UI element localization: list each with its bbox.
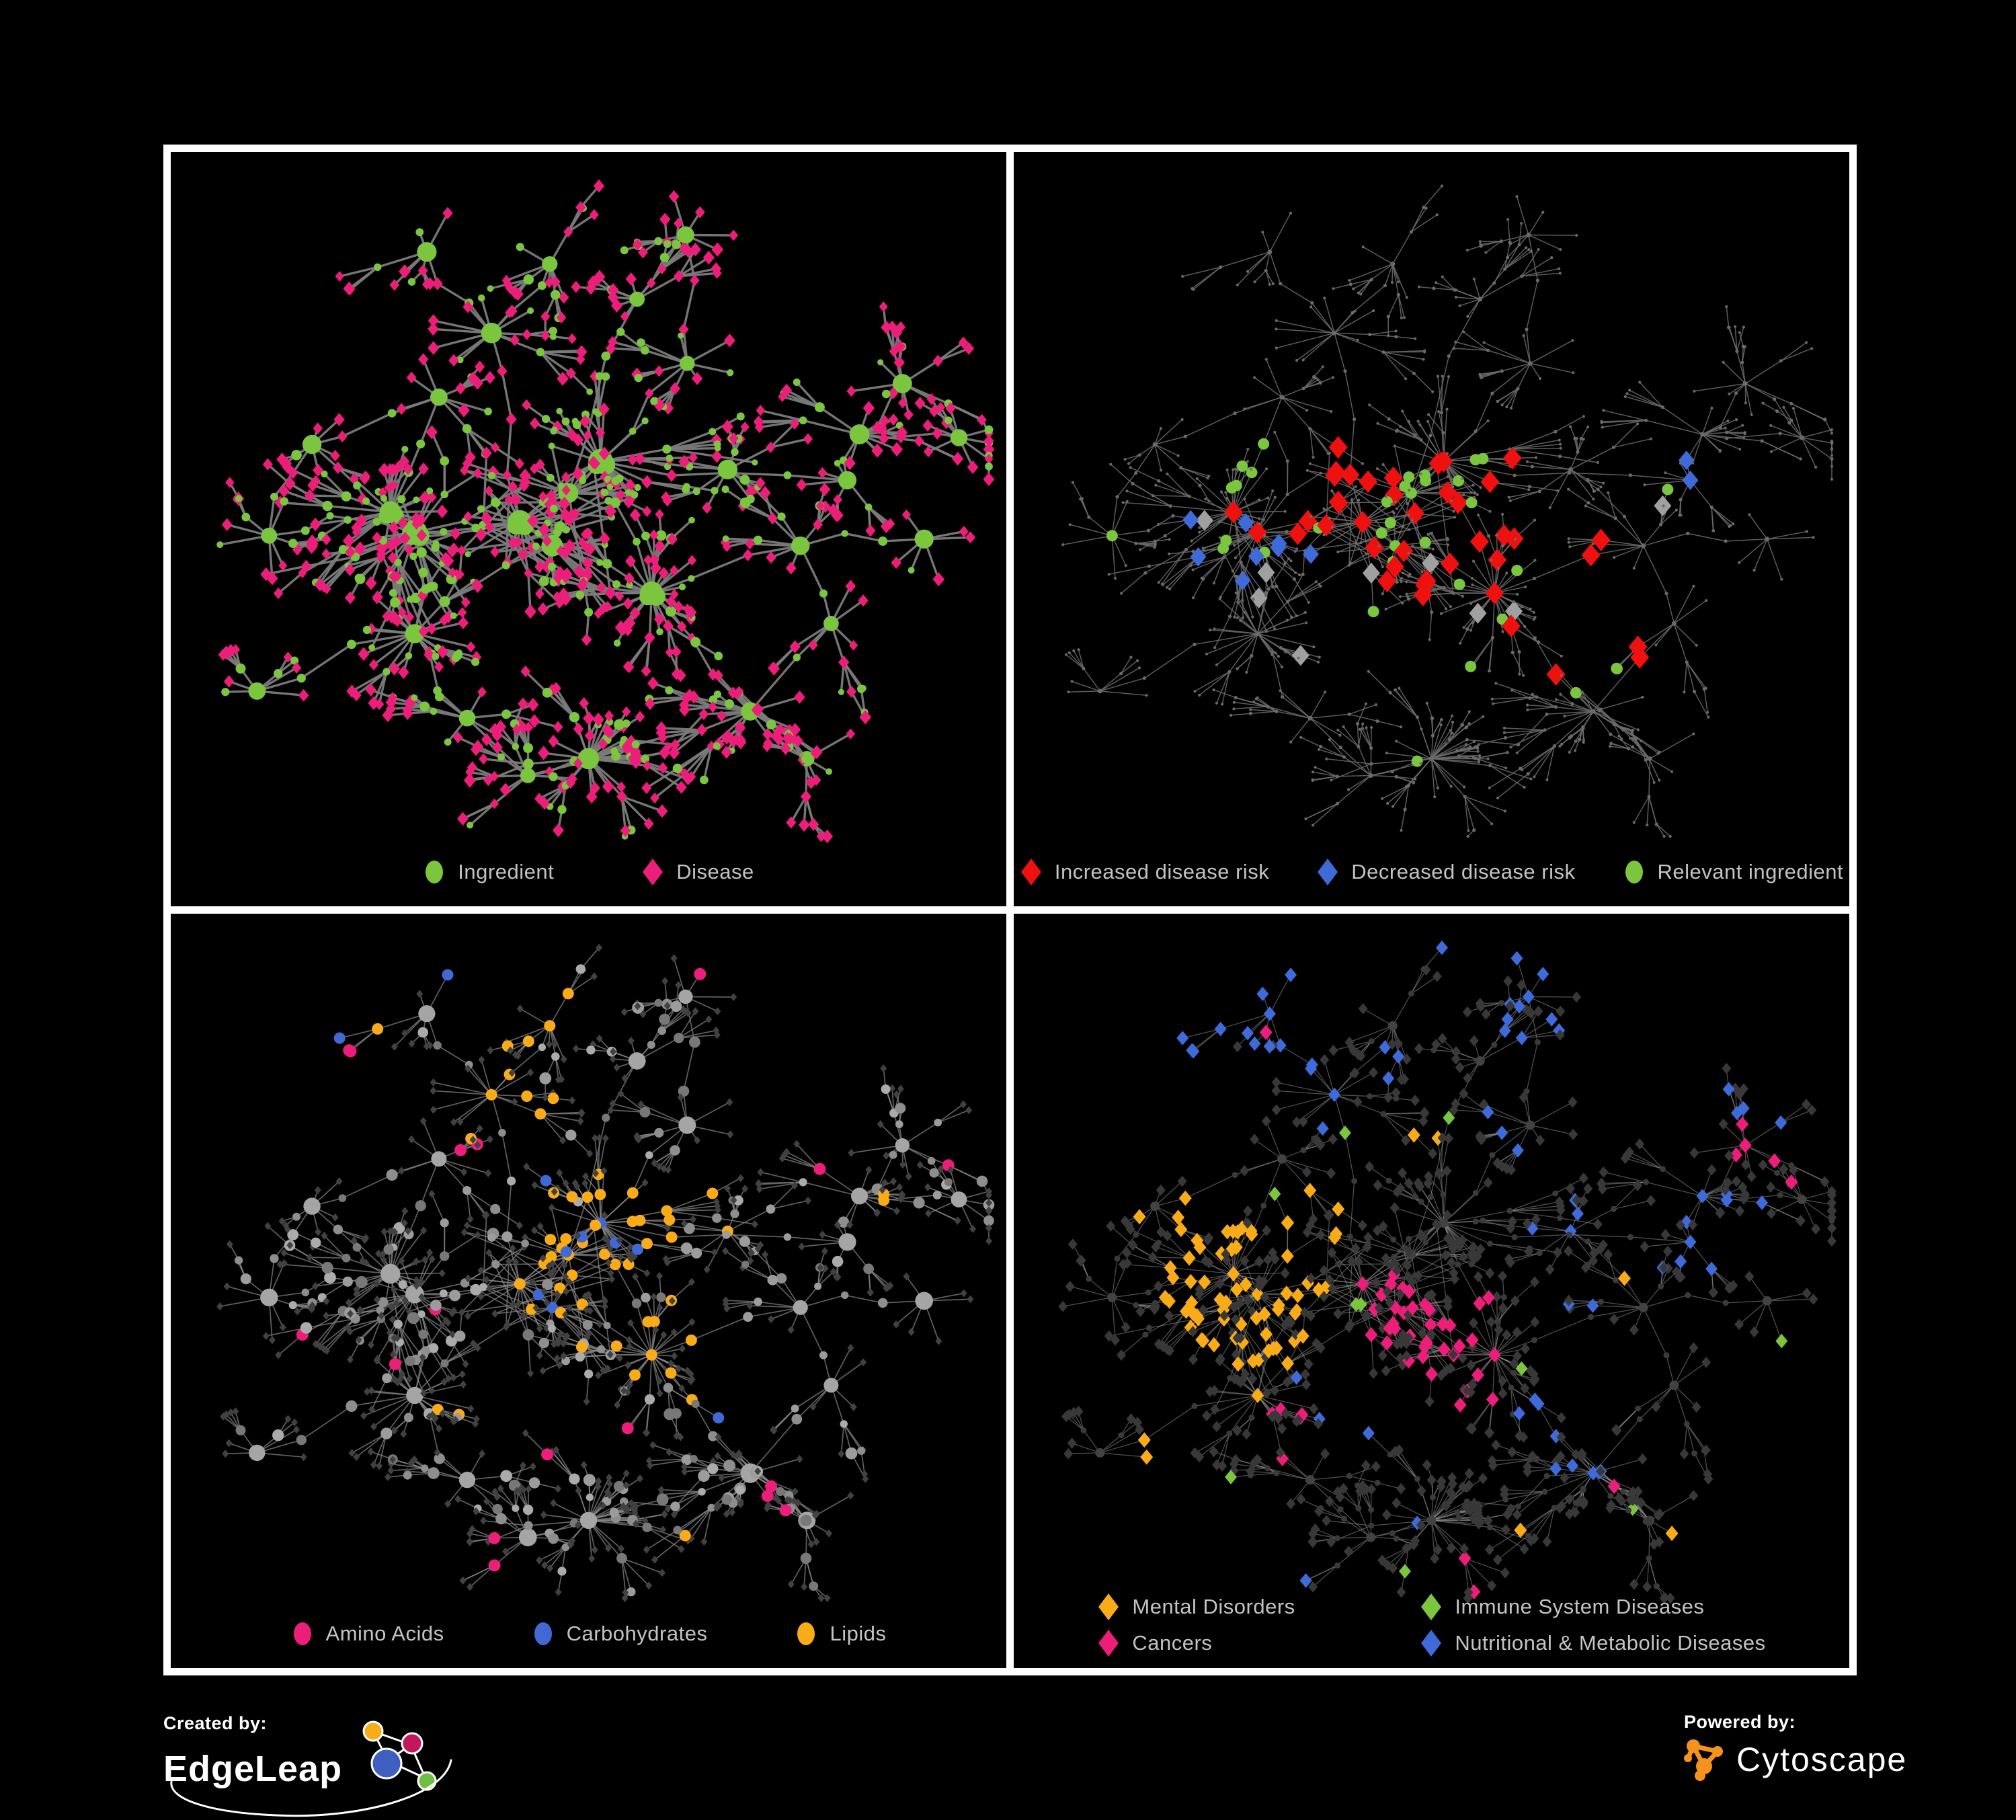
legend-item: Ingredient — [423, 858, 554, 886]
diamond-marker — [1098, 1593, 1119, 1620]
legend-disease-classes: Mental Disorders Immune System Diseases Ca… — [1097, 1593, 1765, 1657]
cytoscape-wordmark: Cytoscape — [1736, 1741, 1908, 1778]
circle-marker — [293, 1622, 311, 1645]
panel-nutrient-classes: Amino Acids Carbohydrates Lipids — [171, 914, 1006, 1668]
edgeleap-node-magenta — [401, 1732, 424, 1755]
legend-item: Disease — [641, 858, 754, 886]
legend-label: Decreased disease risk — [1351, 860, 1576, 883]
edgeleap-node-orange — [362, 1720, 384, 1742]
legend-item: Cancers — [1097, 1629, 1420, 1657]
network-nutrient-classes — [216, 943, 995, 1602]
diamond-marker — [643, 859, 663, 885]
circle-marker — [426, 861, 444, 883]
legend-ingredient-disease: Ingredient Disease — [171, 858, 1006, 886]
cytoscape-credit: Powered by: Cytoscape — [1684, 1712, 1907, 1782]
legend-label: Carbohydrates — [566, 1622, 708, 1645]
network-ingredient-disease — [216, 179, 995, 844]
diamond-marker — [1318, 859, 1338, 885]
cytoscape-logo-icon — [1684, 1739, 1723, 1781]
legend-label: Increased disease risk — [1054, 860, 1270, 883]
legend-label: Immune System Diseases — [1455, 1595, 1705, 1618]
diamond-marker — [1098, 1630, 1119, 1657]
edgeleap-node-blue — [370, 1747, 403, 1780]
legend-item: Increased disease risk — [1020, 858, 1269, 886]
circle-marker — [797, 1622, 815, 1645]
legend-item: Relevant ingredient — [1623, 858, 1844, 886]
legend-item: Immune System Diseases — [1420, 1593, 1765, 1621]
diamond-marker — [1020, 859, 1041, 885]
legend-label: Mental Disorders — [1132, 1595, 1295, 1618]
legend-item: Decreased disease risk — [1316, 858, 1575, 886]
legend-item: Mental Disorders — [1097, 1593, 1420, 1621]
network-disease-classes — [1058, 940, 1837, 1604]
edgeleap-wordmark: EdgeLeap — [163, 1749, 343, 1789]
network-disease-risk — [1061, 184, 1834, 838]
panel-disease-classes: Mental Disorders Immune System Diseases Ca… — [1014, 914, 1849, 1668]
legend-label: Disease — [676, 860, 754, 883]
network-panels-grid: Ingredient Disease Increased disease risk… — [163, 145, 1857, 1675]
panel-disease-risk: Increased disease risk Decreased disease … — [1014, 152, 1849, 906]
legend-label: Amino Acids — [325, 1622, 444, 1645]
edgeleap-logo-icon — [362, 1720, 437, 1791]
powered-by-label: Powered by: — [1684, 1712, 1796, 1732]
legend-item: Amino Acids — [291, 1620, 444, 1648]
legend-label: Lipids — [830, 1622, 887, 1645]
legend-label: Ingredient — [458, 860, 555, 883]
edgeleap-credit: Created by: EdgeLeap — [163, 1713, 452, 1817]
legend-item: Lipids — [795, 1620, 886, 1648]
legend-nutrient-classes: Amino Acids Carbohydrates Lipids — [171, 1620, 1006, 1648]
diamond-marker — [1421, 1630, 1442, 1657]
legend-item: Nutritional & Metabolic Diseases — [1420, 1629, 1765, 1657]
legend-label: Nutritional & Metabolic Diseases — [1455, 1631, 1766, 1655]
edgeleap-node-green — [417, 1771, 437, 1791]
legend-disease-risk: Increased disease risk Decreased disease … — [1014, 858, 1849, 886]
panel-ingredient-disease: Ingredient Disease — [171, 152, 1006, 906]
created-by-label: Created by: — [163, 1713, 268, 1733]
circle-marker — [534, 1622, 552, 1645]
legend-item: Carbohydrates — [532, 1620, 708, 1648]
legend-label: Relevant ingredient — [1657, 860, 1844, 883]
diamond-marker — [1421, 1593, 1442, 1620]
legend-label: Cancers — [1132, 1631, 1213, 1655]
circle-marker — [1625, 861, 1643, 883]
